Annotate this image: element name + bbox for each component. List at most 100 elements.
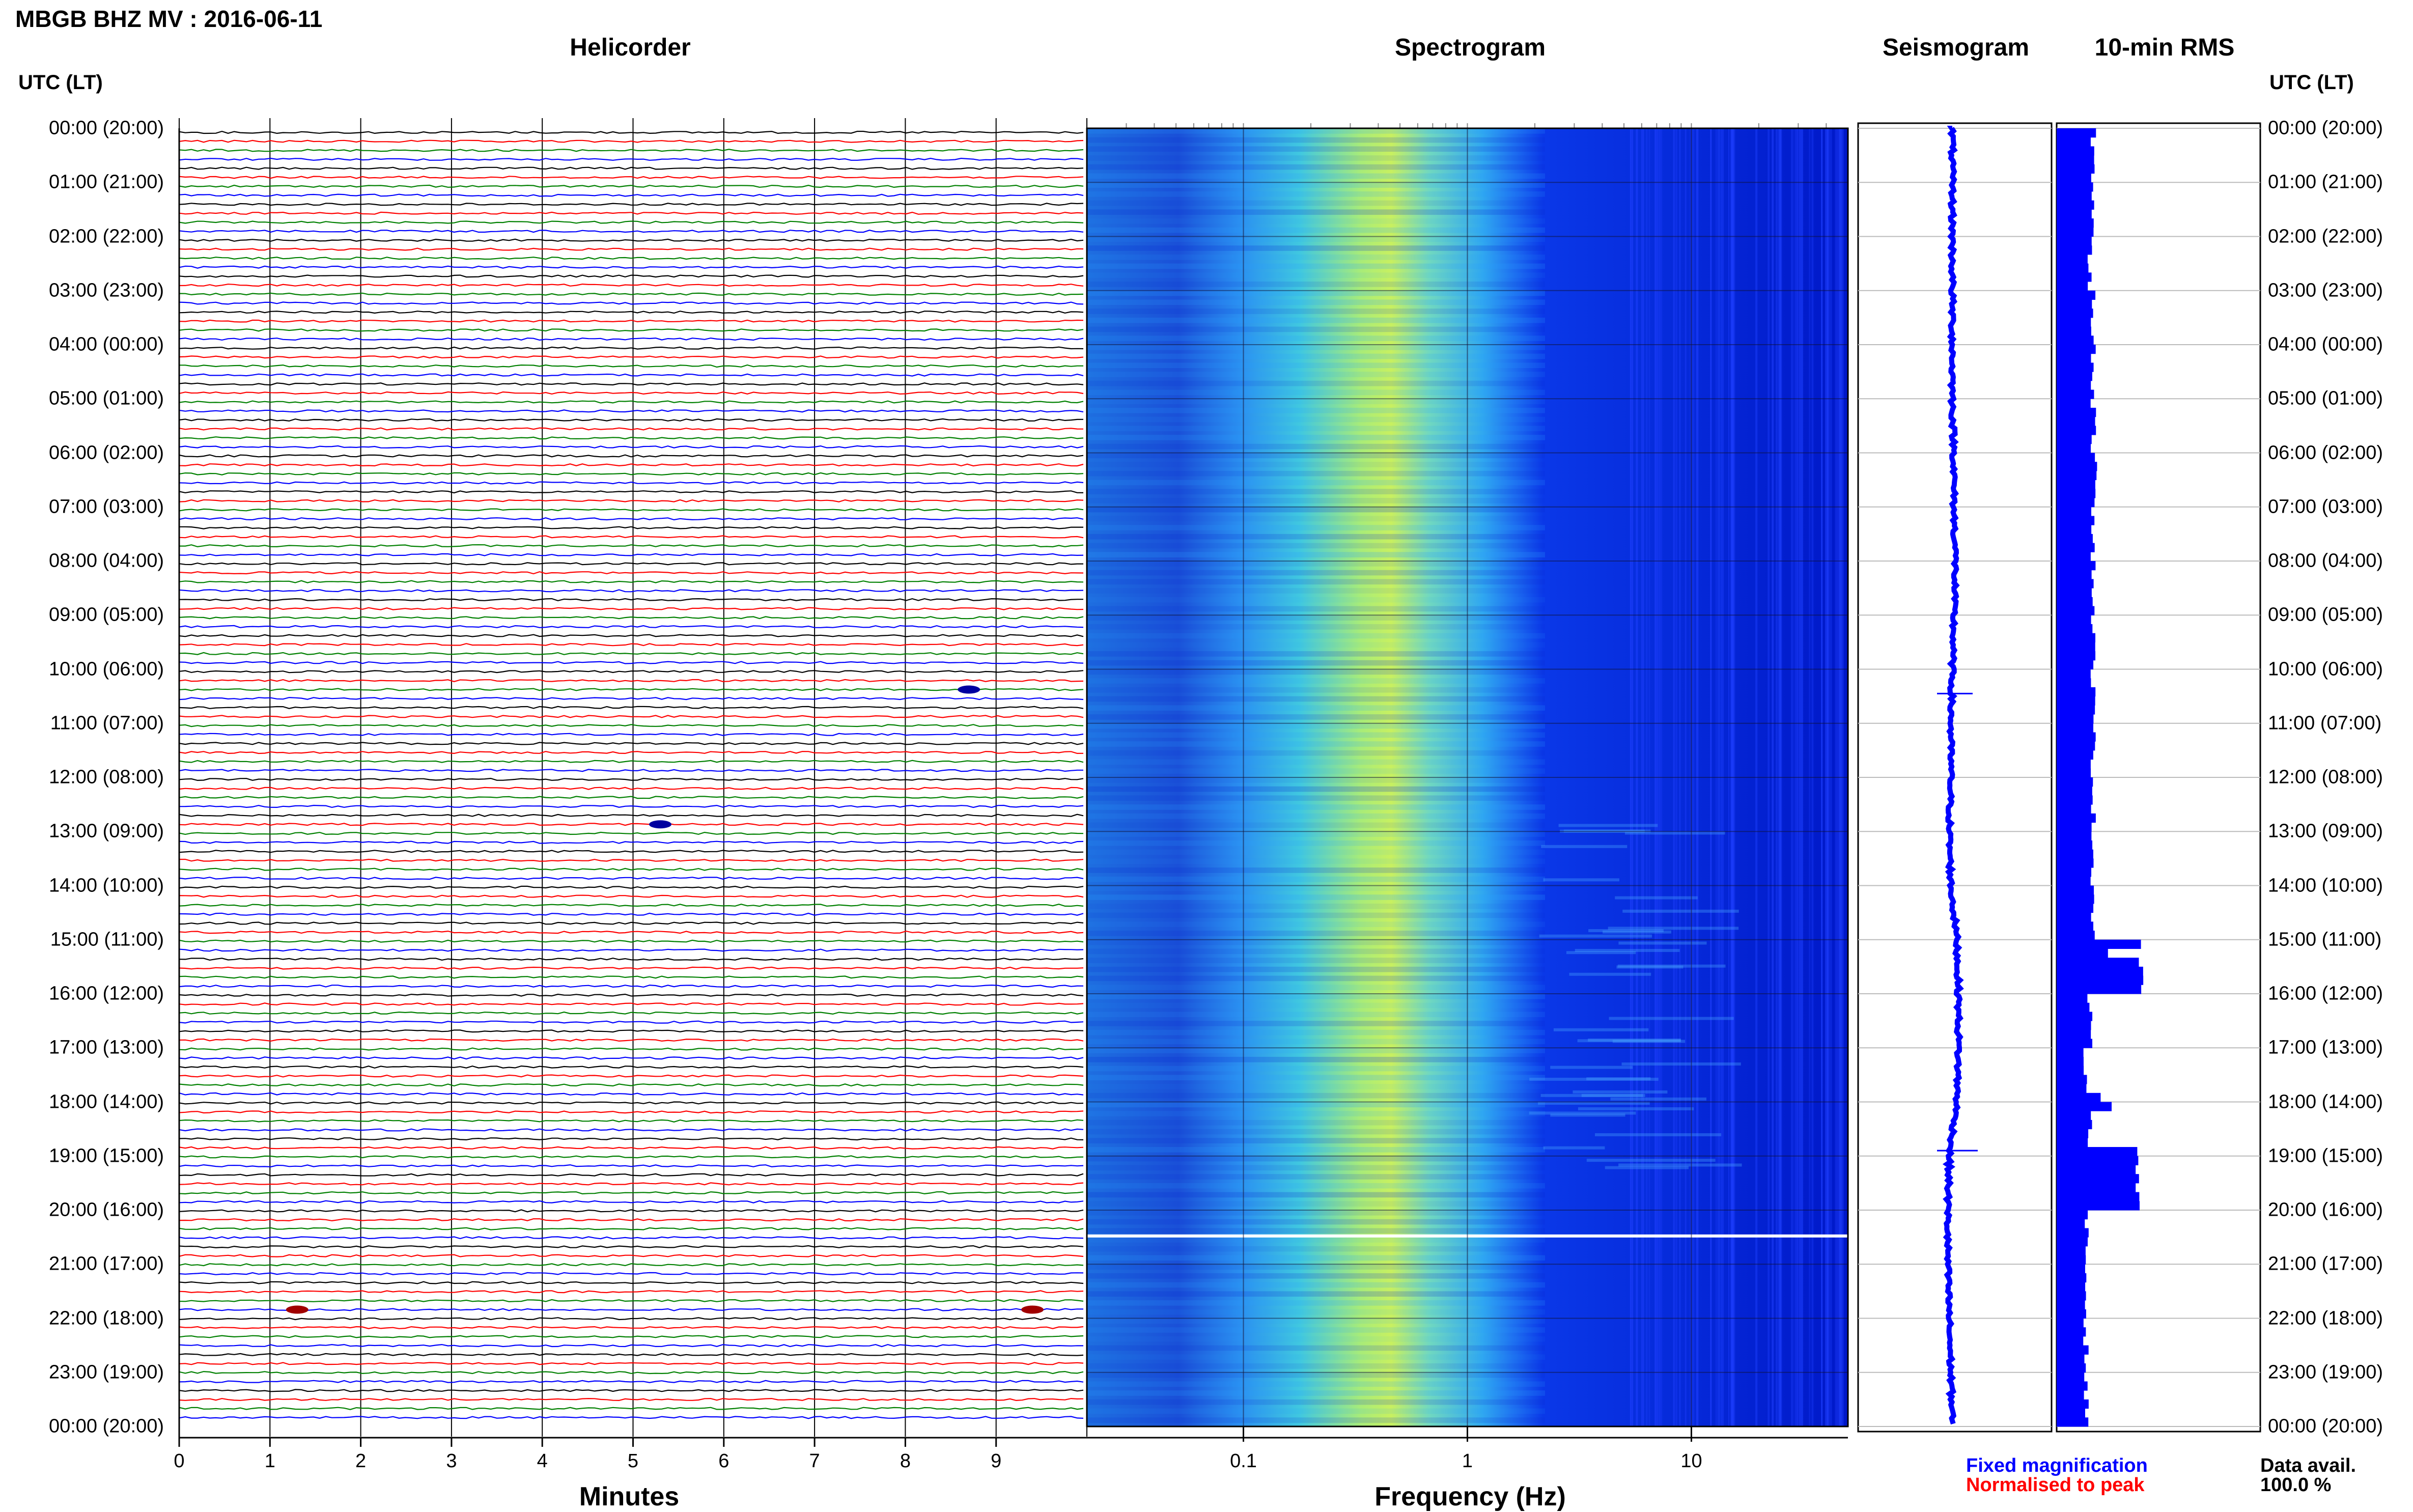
spectrogram-patch <box>1612 1040 1686 1043</box>
spectrogram-band <box>1087 840 1545 846</box>
rms-bar <box>2057 1246 2086 1256</box>
spectrogram-band <box>1087 669 1545 675</box>
rms-bar <box>2057 353 2091 363</box>
spectrogram-band <box>1087 1273 1545 1279</box>
helicorder-trace <box>178 607 1084 610</box>
helicorder-trace <box>178 715 1084 718</box>
spectrogram-band <box>1087 435 1545 440</box>
spectrogram-band <box>1087 146 1545 152</box>
rms-bar <box>2057 552 2091 562</box>
rms-bar <box>2057 570 2092 579</box>
helicorder-trace <box>178 796 1084 799</box>
helicorder-trace <box>178 966 1084 970</box>
helicorder-trace <box>178 634 1084 637</box>
helicorder-trace <box>178 1308 1084 1311</box>
helicorder-trace <box>178 292 1084 296</box>
spectrogram-patch <box>1575 948 1680 952</box>
rms-bar <box>2057 245 2092 255</box>
helicorder-trace <box>178 508 1084 512</box>
helicorder-trace <box>178 1173 1084 1177</box>
spectrogram-band <box>1087 1021 1545 1026</box>
helicorder-trace <box>178 265 1084 269</box>
rms-bar <box>2057 372 2092 381</box>
spectrogram-band <box>1087 416 1545 423</box>
helicorder-trace <box>178 1380 1084 1383</box>
rms-bar <box>2057 885 2094 895</box>
spectrogram-band <box>1087 1119 1545 1126</box>
spectrogram-band <box>1087 579 1545 585</box>
rms-bar <box>2057 579 2094 589</box>
time-label-right: 15:00 (11:00) <box>2268 929 2382 950</box>
rms-bar <box>2057 470 2097 481</box>
spectrogram-band <box>1087 894 1545 900</box>
rms-bar <box>2057 516 2095 525</box>
spectrogram-band <box>1087 399 1545 404</box>
helicorder-trace <box>178 274 1084 278</box>
spectrogram-patch <box>1550 1113 1625 1117</box>
helicorder-trace <box>178 742 1084 745</box>
spectrogram-band <box>1087 858 1545 864</box>
time-label-left: 19:00 (15:00) <box>48 1145 164 1167</box>
rms-bar <box>2057 435 2092 444</box>
spectrogram-band <box>1087 489 1545 494</box>
rms-bar <box>2057 966 2143 976</box>
chart-title: MBGB BHZ MV : 2016-06-11 <box>15 6 323 32</box>
rms-bar <box>2057 443 2091 453</box>
helicorder-trace <box>178 1038 1084 1042</box>
helicorder-trace <box>178 1011 1084 1015</box>
helicorder-trace <box>178 1155 1084 1159</box>
rms-bar <box>2057 1147 2138 1157</box>
spectrogram-band <box>1087 831 1545 837</box>
rms-bar <box>2057 128 2096 138</box>
time-label-right: 11:00 (07:00) <box>2268 712 2382 734</box>
rms-bar <box>2057 543 2095 552</box>
time-label-left: 01:00 (21:00) <box>48 171 164 193</box>
time-label-right: 21:00 (17:00) <box>2268 1253 2383 1275</box>
rms-bar <box>2057 1345 2089 1355</box>
helicorder-event <box>649 820 671 829</box>
helicorder-trace <box>178 427 1084 431</box>
helicorder-trace <box>178 1092 1084 1096</box>
helicorder-trace <box>178 436 1084 440</box>
time-label-left: 04:00 (00:00) <box>48 333 164 355</box>
minute-tick-label: 8 <box>900 1450 911 1472</box>
rms-bar <box>2057 218 2094 228</box>
helicorder-trace <box>178 1370 1084 1375</box>
rms-bar <box>2057 1363 2086 1373</box>
rms-bar <box>2057 831 2092 841</box>
time-label-right: 01:00 (21:00) <box>2268 171 2383 193</box>
spectrogram-band <box>1087 218 1545 224</box>
rms-bar <box>2057 822 2092 832</box>
spectrogram-band <box>1087 966 1545 972</box>
rms-bar <box>2057 209 2092 219</box>
helicorder-trace <box>178 1263 1084 1267</box>
minute-tick-label: 7 <box>809 1450 820 1472</box>
helicorder-trace <box>178 652 1084 655</box>
spectrogram-band <box>1087 1093 1545 1099</box>
spectrogram-band <box>1087 1102 1545 1108</box>
spectrogram-patch <box>1578 1107 1694 1111</box>
helicorder-trace <box>178 1083 1084 1087</box>
freq-tick-label: 10 <box>1680 1450 1702 1472</box>
helicorder-event <box>958 685 980 694</box>
spectrogram-band <box>1087 462 1545 467</box>
spectrogram-band <box>1087 498 1545 503</box>
helicorder-trace <box>178 894 1084 898</box>
time-label-left: 11:00 (07:00) <box>50 712 164 734</box>
time-label-right: 00:00 (20:00) <box>2268 1415 2383 1437</box>
spectrogram-patch <box>1543 878 1619 882</box>
spectrogram-patch <box>1539 934 1652 938</box>
rms-bar <box>2057 840 2093 850</box>
helicorder-trace <box>178 1146 1084 1150</box>
rms-bar <box>2057 282 2088 291</box>
helicorder-trace <box>178 706 1084 709</box>
rms-bar <box>2057 1372 2085 1382</box>
helicorder-trace <box>178 1407 1084 1410</box>
rms-bar <box>2057 1381 2088 1391</box>
spectrogram-band <box>1087 317 1545 323</box>
spectrogram-band <box>1087 1165 1545 1171</box>
spectrogram-band <box>1087 687 1545 693</box>
spectrogram-band <box>1087 786 1545 792</box>
spectrogram-band <box>1087 353 1545 359</box>
